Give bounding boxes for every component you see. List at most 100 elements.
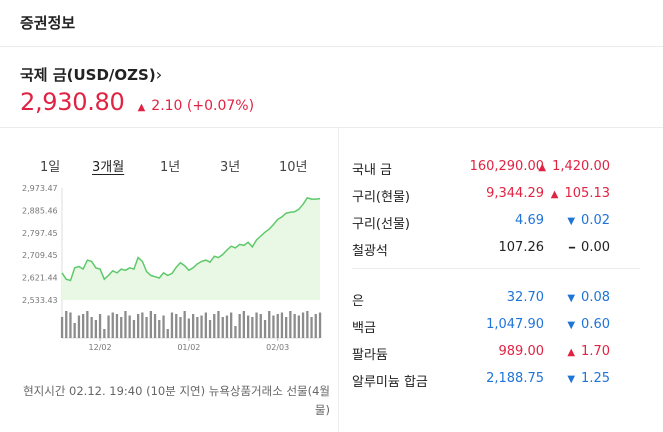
volume-bar — [204, 312, 207, 338]
commodity-row[interactable]: 구리(선물) 4.69 ▼ 0.02 — [352, 210, 650, 232]
commodity-change-value: 1.70 — [581, 344, 610, 359]
up-arrow-icon: ▲ — [550, 189, 559, 200]
commodity-name[interactable]: 구리(현물) — [352, 190, 410, 205]
column-divider — [338, 127, 339, 432]
volume-bar — [77, 315, 81, 338]
commodity-name[interactable]: 백금 — [352, 321, 376, 336]
commodity-name[interactable]: 은 — [352, 294, 364, 309]
commodity-change: ▼ 0.02 — [567, 213, 610, 228]
x-tick-label: 01/02 — [177, 343, 200, 352]
volume-bar — [166, 329, 169, 338]
chevron-right-icon[interactable]: › — [155, 65, 163, 84]
commodity-change: ▲ 105.13 — [551, 186, 610, 201]
commodity-name[interactable]: 국내 금 — [352, 163, 393, 178]
down-arrow-icon: ▼ — [567, 320, 576, 331]
y-tick-label: 2,709.45 — [22, 251, 58, 260]
volume-bar — [132, 320, 136, 338]
volume-bar — [175, 314, 178, 338]
commodity-value: 4.69 — [515, 213, 544, 228]
commodity-change: ▲ 1.70 — [567, 344, 610, 359]
volume-bar — [196, 317, 199, 338]
volume-bar — [124, 311, 127, 338]
volume-bar — [263, 320, 267, 338]
commodity-change: ▲ 1,420.00 — [538, 159, 610, 174]
volume-bar — [170, 312, 174, 338]
volume-bar — [217, 311, 220, 338]
price-area-fill — [62, 197, 320, 300]
commodity-change: ▼ 1.25 — [567, 371, 610, 386]
section-divider — [0, 127, 663, 128]
volume-bar — [162, 315, 165, 338]
commodity-name[interactable]: 철광석 — [352, 244, 388, 259]
volume-bar — [103, 329, 106, 338]
volume-bar — [293, 314, 296, 338]
tab-3m[interactable]: 3개월 — [92, 160, 125, 175]
list-divider — [352, 268, 640, 269]
volume-bar — [221, 317, 224, 338]
volume-bar — [137, 314, 140, 338]
commodity-change: ━ 0.00 — [569, 240, 610, 255]
volume-bar — [179, 317, 182, 338]
commodity-change-value: 1.25 — [581, 371, 610, 386]
volume-bar — [183, 311, 186, 338]
commodity-change-value: 0.08 — [581, 290, 610, 305]
volume-bar — [251, 317, 254, 338]
volume-bar — [120, 317, 123, 338]
volume-bar — [310, 317, 313, 338]
commodity-name[interactable]: 팔라듐 — [352, 348, 388, 363]
commodity-value: 9,344.29 — [486, 186, 544, 201]
up-arrow-icon: ▲ — [538, 162, 547, 173]
volume-bar — [297, 315, 300, 338]
commodity-row[interactable]: 철광석 107.26 ━ 0.00 — [352, 237, 650, 259]
volume-bar — [259, 314, 262, 338]
volume-bar — [280, 312, 284, 338]
commodity-row[interactable]: 은 32.70 ▼ 0.08 — [352, 287, 650, 309]
asset-title-link[interactable]: 국제 금(USD/OZS)› — [20, 64, 162, 85]
commodity-change-value: 0.02 — [581, 213, 610, 228]
tab-3y[interactable]: 3년 — [220, 160, 241, 175]
down-arrow-icon: ▼ — [567, 374, 576, 385]
commodity-value: 989.00 — [498, 344, 545, 359]
volume-bar — [111, 312, 114, 338]
volume-bar — [208, 320, 212, 338]
commodity-value: 160,290.00 — [469, 159, 544, 174]
volume-bar — [141, 312, 144, 338]
commodity-row[interactable]: 국내 금 160,290.00 ▲ 1,420.00 — [352, 156, 650, 178]
down-arrow-icon: ▼ — [567, 293, 576, 304]
volume-bar — [230, 312, 233, 338]
tab-1y[interactable]: 1년 — [160, 160, 181, 175]
y-tick-label: 2,533.43 — [22, 296, 58, 305]
y-tick-label: 2,797.45 — [22, 229, 58, 238]
tab-10y[interactable]: 10년 — [279, 160, 308, 175]
volume-bar — [145, 317, 148, 338]
commodity-row[interactable]: 구리(현물) 9,344.29 ▲ 105.13 — [352, 183, 650, 205]
commodity-row[interactable]: 백금 1,047.90 ▼ 0.60 — [352, 314, 650, 336]
panel-title: 증권정보 — [20, 14, 76, 32]
volume-bar — [285, 317, 288, 338]
commodity-row[interactable]: 팔라듐 989.00 ▲ 1.70 — [352, 341, 650, 363]
volume-bar — [115, 314, 119, 338]
volume-bar — [82, 314, 85, 338]
commodity-name[interactable]: 구리(선물) — [352, 217, 410, 232]
volume-bar — [200, 315, 203, 338]
commodity-value: 2,188.75 — [486, 371, 544, 386]
asset-name[interactable]: 국제 금(USD/OZS) — [20, 66, 156, 84]
volume-bar — [153, 314, 157, 338]
panel-header: 증권정보 — [0, 0, 663, 47]
volume-bar — [65, 311, 68, 338]
volume-bar — [242, 311, 245, 338]
volume-bar — [234, 326, 237, 338]
commodity-row[interactable]: 알루미늄 합금 2,188.75 ▼ 1.25 — [352, 368, 650, 390]
commodity-change-value: 0.60 — [581, 317, 610, 332]
volume-bar — [306, 311, 309, 338]
volume-bar — [289, 311, 292, 338]
x-tick-label: 02/03 — [266, 343, 289, 352]
commodity-change: ▼ 0.08 — [567, 290, 610, 305]
volume-bar — [86, 311, 89, 338]
y-tick-label: 2,621.44 — [22, 274, 58, 283]
commodity-name[interactable]: 알루미늄 합금 — [352, 375, 428, 390]
commodity-value: 107.26 — [498, 240, 545, 255]
volume-bar — [213, 314, 216, 338]
tab-1d[interactable]: 1일 — [40, 160, 61, 175]
